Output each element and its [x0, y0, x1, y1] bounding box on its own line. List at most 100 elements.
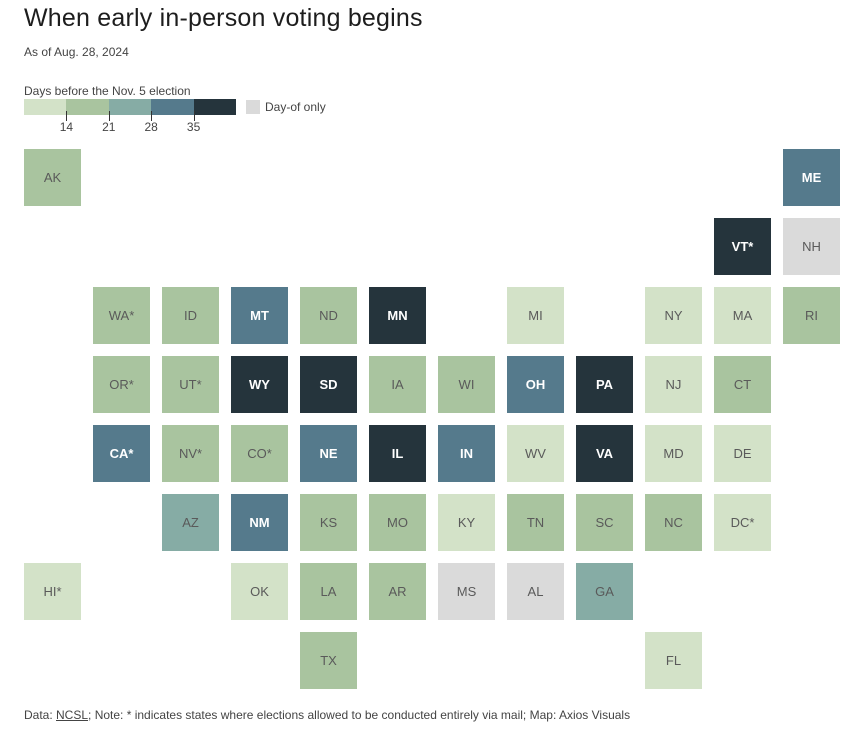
state-tile-me[interactable]: ME [783, 149, 840, 206]
state-tile-ms[interactable]: MS [438, 563, 495, 620]
state-label: VT* [731, 239, 754, 254]
state-tile-wi[interactable]: WI [438, 356, 495, 413]
state-label: ID [184, 308, 197, 323]
state-label: CT [733, 377, 752, 392]
state-label: NC [664, 515, 683, 530]
state-tile-az[interactable]: AZ [162, 494, 219, 551]
state-label: SC [595, 515, 614, 530]
state-tile-ri[interactable]: RI [783, 287, 840, 344]
state-label: AR [388, 584, 407, 599]
state-label: DE [733, 446, 752, 461]
legend-swatch [66, 99, 109, 115]
source-link[interactable]: NCSL [56, 708, 89, 722]
state-tile-mo[interactable]: MO [369, 494, 426, 551]
state-tile-id[interactable]: ID [162, 287, 219, 344]
state-label: OK [250, 584, 269, 599]
state-label: SD [319, 377, 338, 392]
state-label: NV* [178, 446, 203, 461]
state-label: FL [665, 653, 682, 668]
state-tile-sd[interactable]: SD [300, 356, 357, 413]
state-label: NJ [665, 377, 682, 392]
state-tile-ok[interactable]: OK [231, 563, 288, 620]
legend-tick-label: 35 [186, 120, 201, 134]
state-label: RI [805, 308, 818, 323]
state-label: IL [391, 446, 404, 461]
state-tile-or[interactable]: OR* [93, 356, 150, 413]
state-tile-il[interactable]: IL [369, 425, 426, 482]
state-tile-ga[interactable]: GA [576, 563, 633, 620]
state-tile-pa[interactable]: PA [576, 356, 633, 413]
state-label: WV [525, 446, 546, 461]
legend-swatch [108, 99, 152, 115]
state-label: HI* [43, 584, 62, 599]
state-tile-mn[interactable]: MN [369, 287, 426, 344]
state-tile-la[interactable]: LA [300, 563, 357, 620]
state-label: MS [456, 584, 477, 599]
state-tile-sc[interactable]: SC [576, 494, 633, 551]
state-tile-wa[interactable]: WA* [93, 287, 150, 344]
state-tile-va[interactable]: VA [576, 425, 633, 482]
state-tile-hi[interactable]: HI* [24, 563, 81, 620]
state-tile-md[interactable]: MD [645, 425, 702, 482]
state-label: IN [460, 446, 473, 461]
state-tile-nd[interactable]: ND [300, 287, 357, 344]
footer-rest: ; Note: * indicates states where electio… [88, 708, 631, 722]
state-label: MI [528, 308, 543, 323]
state-label: DC* [730, 515, 755, 530]
state-label: CO* [247, 446, 272, 461]
state-tile-de[interactable]: DE [714, 425, 771, 482]
state-tile-in[interactable]: IN [438, 425, 495, 482]
legend-swatch [151, 99, 194, 115]
state-label: VA [595, 446, 614, 461]
state-tile-ny[interactable]: NY [645, 287, 702, 344]
state-tile-nv[interactable]: NV* [162, 425, 219, 482]
state-label: MA [732, 308, 753, 323]
legend-title: Days before the Nov. 5 election [24, 84, 191, 98]
state-label: PA [595, 377, 614, 392]
state-tile-wy[interactable]: WY [231, 356, 288, 413]
state-tile-mt[interactable]: MT [231, 287, 288, 344]
state-tile-vt[interactable]: VT* [714, 218, 771, 275]
state-tile-mi[interactable]: MI [507, 287, 564, 344]
state-tile-nm[interactable]: NM [231, 494, 288, 551]
state-label: MN [387, 308, 408, 323]
state-tile-tx[interactable]: TX [300, 632, 357, 689]
state-label: WA* [108, 308, 135, 323]
state-tile-dc[interactable]: DC* [714, 494, 771, 551]
state-tile-al[interactable]: AL [507, 563, 564, 620]
state-tile-ky[interactable]: KY [438, 494, 495, 551]
state-tile-ak[interactable]: AK [24, 149, 81, 206]
state-tile-oh[interactable]: OH [507, 356, 564, 413]
state-tile-tn[interactable]: TN [507, 494, 564, 551]
state-tile-ct[interactable]: CT [714, 356, 771, 413]
state-label: UT* [179, 377, 202, 392]
state-tile-ks[interactable]: KS [300, 494, 357, 551]
state-tile-ut[interactable]: UT* [162, 356, 219, 413]
state-label: IA [391, 377, 404, 392]
state-tile-ar[interactable]: AR [369, 563, 426, 620]
date-subtitle: As of Aug. 28, 2024 [24, 45, 129, 59]
state-label: GA [595, 584, 614, 599]
state-label: AL [527, 584, 544, 599]
state-tile-ma[interactable]: MA [714, 287, 771, 344]
state-tile-wv[interactable]: WV [507, 425, 564, 482]
state-tile-co[interactable]: CO* [231, 425, 288, 482]
state-label: WI [458, 377, 475, 392]
legend-tick-mark [66, 111, 68, 121]
day-of-label: Day-of only [265, 100, 326, 114]
legend-swatch [193, 99, 237, 115]
state-tile-ca[interactable]: CA* [93, 425, 150, 482]
state-label: TX [320, 653, 337, 668]
state-label: MD [663, 446, 684, 461]
state-tile-nh[interactable]: NH [783, 218, 840, 275]
state-label: AK [43, 170, 62, 185]
state-tile-ia[interactable]: IA [369, 356, 426, 413]
state-tile-ne[interactable]: NE [300, 425, 357, 482]
color-legend [24, 99, 237, 115]
state-tile-nj[interactable]: NJ [645, 356, 702, 413]
state-tile-nc[interactable]: NC [645, 494, 702, 551]
legend-tick-mark [151, 111, 153, 121]
legend-tick-label: 28 [144, 120, 158, 134]
state-label: WY [249, 377, 270, 392]
state-tile-fl[interactable]: FL [645, 632, 702, 689]
